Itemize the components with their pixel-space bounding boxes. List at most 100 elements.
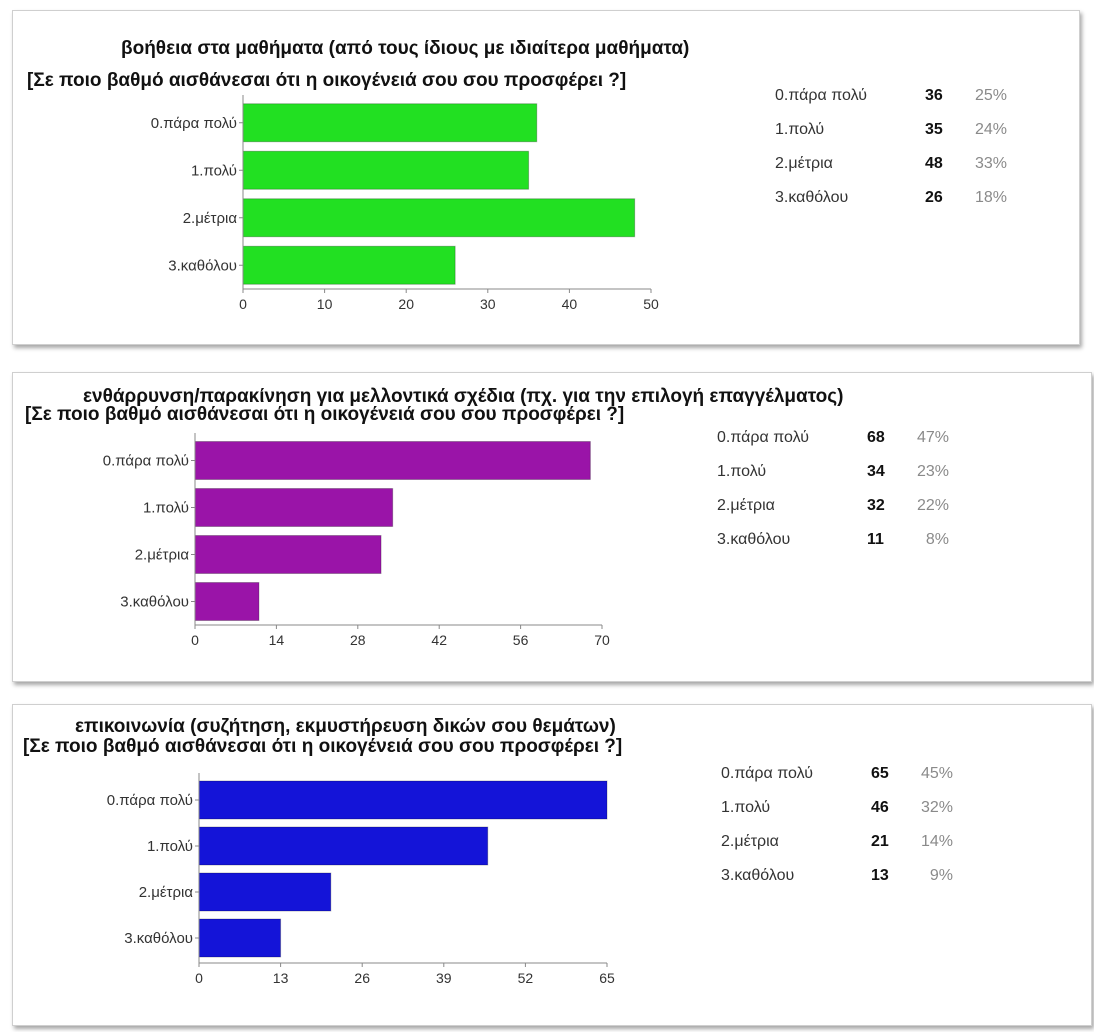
x-tick-label: 70 bbox=[594, 632, 610, 648]
bar bbox=[198, 826, 489, 866]
stats-percent: 14% bbox=[920, 833, 953, 850]
stats-count: 13 bbox=[871, 867, 889, 884]
bar bbox=[242, 150, 530, 190]
chart-panel-help-with-lessons: βοήθεια στα μαθήματα (από τους ίδιους με… bbox=[12, 10, 1080, 345]
chart-panel-communication: επικοινωνία (συζήτηση, εκμυστήρευση δικώ… bbox=[12, 704, 1092, 1026]
x-tick-label: 28 bbox=[350, 632, 366, 648]
category-label: 0.πάρα πολύ bbox=[107, 792, 193, 809]
stats-count: 35 bbox=[925, 121, 943, 138]
stats-label: 1.πολύ bbox=[775, 121, 825, 138]
x-tick-label: 30 bbox=[480, 296, 496, 312]
category-label: 3.καθόλου bbox=[124, 930, 193, 947]
x-tick-label: 14 bbox=[269, 632, 285, 648]
bar-chart: 0.πάρα πολύ 1.πολύ 2.μέτρια 3.καθόλου 0 13 26 3… bbox=[107, 773, 615, 986]
bar bbox=[194, 582, 260, 621]
stats-label: 2.μέτρια bbox=[721, 833, 779, 850]
chart-title: ενθάρρυνση/παρακίνηση για μελλοντικά σχέ… bbox=[83, 386, 844, 407]
stats-row: 3.καθόλου 13 9% bbox=[721, 859, 953, 893]
stats-percent: 32% bbox=[920, 799, 953, 816]
stats-percent: 25% bbox=[974, 87, 1007, 104]
x-tick-label: 0 bbox=[195, 970, 203, 986]
bar bbox=[194, 488, 394, 527]
x-tick-label: 42 bbox=[431, 632, 447, 648]
stats-percent: 24% bbox=[974, 121, 1007, 138]
stats-percent: 8% bbox=[925, 531, 949, 548]
stats-row: 0.πάρα πολύ 68 47% bbox=[717, 421, 949, 455]
stats-row: 2.μέτρια 48 33% bbox=[775, 147, 1007, 181]
bar bbox=[194, 441, 591, 480]
stats-count: 21 bbox=[871, 833, 889, 850]
stats-row: 3.καθόλου 26 18% bbox=[775, 181, 1007, 215]
x-tick-label: 20 bbox=[398, 296, 414, 312]
bar-chart: 0.πάρα πολύ 1.πολύ 2.μέτρια 3.καθόλου 0 14 28 4… bbox=[103, 433, 610, 648]
category-label: 1.πολύ bbox=[143, 500, 189, 517]
bar bbox=[198, 872, 332, 912]
chart-title: επικοινωνία (συζήτηση, εκμυστήρευση δικώ… bbox=[75, 716, 616, 737]
bar bbox=[242, 198, 636, 238]
stats-label: 2.μέτρια bbox=[775, 155, 833, 172]
x-tick-label: 40 bbox=[562, 296, 578, 312]
stats-row: 1.πολύ 34 23% bbox=[717, 455, 949, 489]
stats-percent: 18% bbox=[974, 189, 1007, 206]
bar bbox=[242, 103, 538, 143]
bar bbox=[242, 245, 456, 285]
stats-percent: 9% bbox=[929, 867, 953, 884]
x-tick-label: 0 bbox=[191, 632, 199, 648]
stats-count: 11 bbox=[867, 531, 884, 548]
stats-label: 0.πάρα πολύ bbox=[721, 765, 813, 782]
stats-label: 3.καθόλου bbox=[717, 531, 791, 548]
category-label: 2.μέτρια bbox=[139, 884, 194, 901]
x-tick-label: 39 bbox=[436, 970, 452, 986]
stats-percent: 23% bbox=[916, 463, 949, 480]
x-tick-label: 50 bbox=[643, 296, 659, 312]
bar bbox=[198, 780, 608, 820]
stats-row: 0.πάρα πολύ 36 25% bbox=[775, 79, 1007, 113]
stats-table: 0.πάρα πολύ 65 45% 1.πολύ 46 32% 2.μέτρι… bbox=[721, 757, 953, 893]
stats-count: 48 bbox=[925, 155, 943, 172]
stats-count: 26 bbox=[925, 189, 943, 206]
stats-label: 0.πάρα πολύ bbox=[717, 429, 809, 446]
stats-count: 65 bbox=[871, 765, 889, 782]
bar bbox=[194, 535, 382, 574]
x-tick-label: 56 bbox=[513, 632, 529, 648]
chart-subtitle: [Σε ποιο βαθμό αισθάνεσαι ότι η οικογένε… bbox=[25, 404, 625, 425]
x-tick-label: 52 bbox=[518, 970, 534, 986]
stats-row: 1.πολύ 46 32% bbox=[721, 791, 953, 825]
stats-percent: 22% bbox=[916, 497, 949, 514]
x-tick-label: 65 bbox=[599, 970, 615, 986]
stats-label: 2.μέτρια bbox=[717, 497, 775, 514]
stats-count: 34 bbox=[867, 463, 885, 480]
stats-label: 1.πολύ bbox=[721, 799, 771, 816]
chart-panel-encouragement-future-plans: ενθάρρυνση/παρακίνηση για μελλοντικά σχέ… bbox=[12, 372, 1092, 682]
x-tick-label: 0 bbox=[239, 296, 247, 312]
chart-title: βοήθεια στα μαθήματα (από τους ίδιους με… bbox=[121, 38, 690, 59]
stats-row: 2.μέτρια 32 22% bbox=[717, 489, 949, 523]
category-label: 0.πάρα πολύ bbox=[103, 453, 189, 470]
bar bbox=[198, 918, 282, 958]
stats-percent: 45% bbox=[920, 765, 953, 782]
category-label: 1.πολύ bbox=[191, 162, 237, 179]
category-label: 3.καθόλου bbox=[120, 594, 189, 611]
category-label: 3.καθόλου bbox=[168, 257, 237, 274]
stats-label: 1.πολύ bbox=[717, 463, 767, 480]
stats-count: 46 bbox=[871, 799, 889, 816]
stats-label: 3.καθόλου bbox=[775, 189, 849, 206]
category-label: 0.πάρα πολύ bbox=[151, 115, 237, 132]
x-tick-label: 10 bbox=[317, 296, 333, 312]
bar-chart: 0.πάρα πολύ 1.πολύ 2.μέτρια 3.καθόλου 0 10 20 3… bbox=[151, 95, 659, 312]
x-tick-label: 13 bbox=[273, 970, 289, 986]
stats-percent: 47% bbox=[916, 429, 949, 446]
stats-row: 1.πολύ 35 24% bbox=[775, 113, 1007, 147]
category-label: 1.πολύ bbox=[147, 838, 193, 855]
stats-count: 68 bbox=[867, 429, 885, 446]
chart-subtitle: [Σε ποιο βαθμό αισθάνεσαι ότι η οικογένε… bbox=[27, 70, 627, 91]
category-label: 2.μέτρια bbox=[135, 547, 190, 564]
chart-subtitle: [Σε ποιο βαθμό αισθάνεσαι ότι η οικογένε… bbox=[23, 736, 623, 757]
stats-table: 0.πάρα πολύ 68 47% 1.πολύ 34 23% 2.μέτρι… bbox=[717, 421, 949, 557]
stats-count: 36 bbox=[925, 87, 943, 104]
stats-table: 0.πάρα πολύ 36 25% 1.πολύ 35 24% 2.μέτρι… bbox=[775, 79, 1007, 215]
stats-row: 3.καθόλου 11 8% bbox=[717, 523, 949, 557]
stats-row: 0.πάρα πολύ 65 45% bbox=[721, 757, 953, 791]
stats-count: 32 bbox=[867, 497, 885, 514]
stats-row: 2.μέτρια 21 14% bbox=[721, 825, 953, 859]
